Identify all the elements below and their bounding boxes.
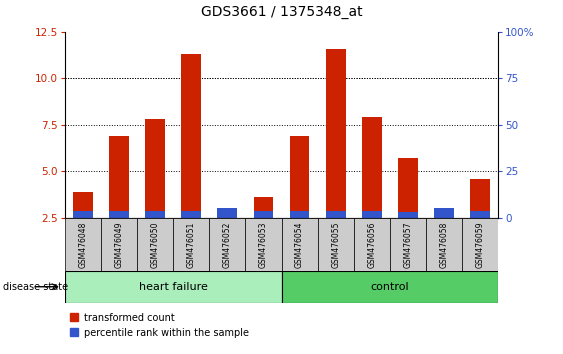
Text: disease state: disease state bbox=[3, 282, 68, 292]
Bar bbox=[289, 211, 310, 218]
Text: GSM476057: GSM476057 bbox=[404, 221, 413, 268]
Bar bbox=[326, 211, 346, 218]
Bar bbox=[398, 212, 418, 218]
Bar bbox=[145, 119, 165, 218]
Bar bbox=[470, 179, 490, 218]
Bar bbox=[217, 216, 237, 218]
Bar bbox=[253, 197, 274, 218]
Bar bbox=[434, 209, 454, 218]
Bar bbox=[217, 209, 237, 218]
Text: GSM476053: GSM476053 bbox=[259, 221, 268, 268]
Bar bbox=[101, 218, 137, 271]
Text: GSM476059: GSM476059 bbox=[476, 221, 485, 268]
Text: GSM476058: GSM476058 bbox=[440, 221, 449, 268]
Bar bbox=[318, 218, 354, 271]
Bar bbox=[390, 218, 426, 271]
Text: GSM476051: GSM476051 bbox=[187, 221, 196, 268]
Bar bbox=[109, 136, 129, 218]
Text: GSM476056: GSM476056 bbox=[367, 221, 376, 268]
Text: GSM476048: GSM476048 bbox=[78, 221, 87, 268]
Legend: transformed count, percentile rank within the sample: transformed count, percentile rank withi… bbox=[70, 313, 249, 338]
Bar bbox=[462, 218, 498, 271]
Bar bbox=[65, 218, 101, 271]
Bar bbox=[181, 54, 201, 218]
Bar bbox=[362, 211, 382, 218]
Bar bbox=[253, 211, 274, 218]
Text: GDS3661 / 1375348_at: GDS3661 / 1375348_at bbox=[200, 5, 363, 19]
Bar bbox=[145, 211, 165, 218]
Text: GSM476052: GSM476052 bbox=[223, 221, 232, 268]
Bar bbox=[209, 218, 245, 271]
Text: heart failure: heart failure bbox=[138, 282, 208, 292]
Text: control: control bbox=[370, 282, 409, 292]
Bar bbox=[65, 271, 282, 303]
Bar bbox=[181, 211, 201, 218]
Bar bbox=[289, 136, 310, 218]
Bar bbox=[73, 211, 93, 218]
Bar bbox=[137, 218, 173, 271]
Bar bbox=[282, 271, 498, 303]
Bar bbox=[470, 211, 490, 218]
Bar bbox=[398, 158, 418, 218]
Bar bbox=[173, 218, 209, 271]
Text: GSM476050: GSM476050 bbox=[150, 221, 159, 268]
Bar bbox=[73, 192, 93, 218]
Bar bbox=[245, 218, 282, 271]
Bar bbox=[109, 211, 129, 218]
Text: GSM476055: GSM476055 bbox=[331, 221, 340, 268]
Bar bbox=[354, 218, 390, 271]
Bar bbox=[426, 218, 462, 271]
Bar bbox=[362, 118, 382, 218]
Text: GSM476049: GSM476049 bbox=[114, 221, 123, 268]
Bar bbox=[326, 48, 346, 218]
Bar bbox=[282, 218, 318, 271]
Text: GSM476054: GSM476054 bbox=[295, 221, 304, 268]
